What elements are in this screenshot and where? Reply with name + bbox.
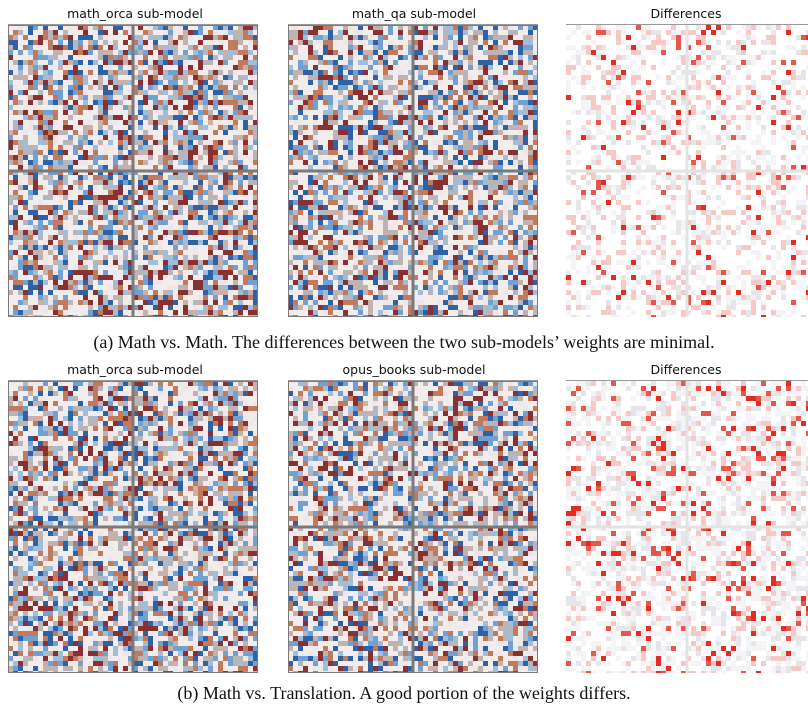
heatmap-svg bbox=[288, 381, 538, 673]
panel-title-b2: opus_books sub-model bbox=[342, 362, 486, 377]
caption-a: (a) Math vs. Math. The differences betwe… bbox=[93, 332, 715, 352]
title-rule-a3 bbox=[566, 24, 808, 25]
heatmap-svg bbox=[566, 25, 808, 317]
title-rule-b3 bbox=[566, 380, 808, 381]
panel-title-a1: math_orca sub-model bbox=[67, 6, 203, 21]
weights-heatmap-opus-books bbox=[288, 381, 538, 688]
weights-heatmap-math-orca-a bbox=[8, 25, 258, 332]
weights-heatmap-math-qa bbox=[288, 25, 538, 332]
title-rule-a1 bbox=[8, 24, 258, 25]
weights-heatmap-math-orca-b bbox=[8, 381, 258, 688]
panel-title-b1: math_orca sub-model bbox=[67, 362, 203, 377]
heatmap-svg bbox=[8, 25, 258, 317]
differences-heatmap-b bbox=[566, 381, 808, 688]
heatmap-svg bbox=[288, 25, 538, 317]
title-rule-b2 bbox=[288, 380, 538, 381]
panel-title-b3: Differences bbox=[650, 362, 722, 377]
panel-title-a2: math_qa sub-model bbox=[351, 6, 477, 21]
panel-title-a3: Differences bbox=[650, 6, 722, 21]
title-rule-b1 bbox=[8, 380, 258, 381]
heatmap-svg bbox=[566, 381, 808, 673]
differences-heatmap-a bbox=[566, 25, 808, 332]
title-rule-a2 bbox=[288, 24, 538, 25]
heatmap-svg bbox=[8, 381, 258, 673]
caption-b: (b) Math vs. Translation. A good portion… bbox=[177, 683, 631, 703]
